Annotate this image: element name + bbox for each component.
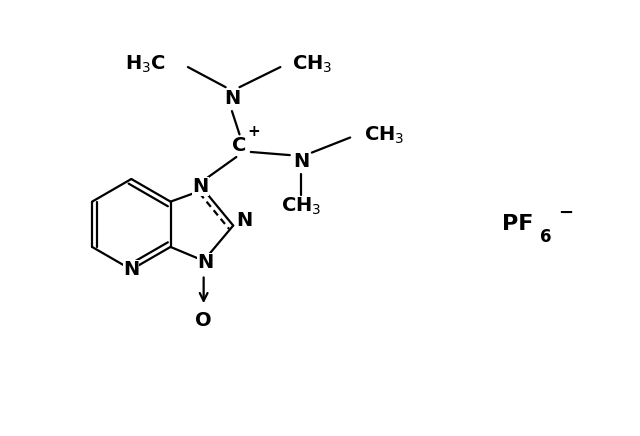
Text: O: O [195,311,212,330]
Text: N: N [196,252,213,272]
Text: 6: 6 [540,228,552,246]
Text: CH$_3$: CH$_3$ [364,124,404,146]
Text: N: N [293,152,309,171]
Text: N: N [224,89,240,108]
Text: C: C [232,136,246,155]
Text: PF: PF [502,214,534,234]
Text: CH$_3$: CH$_3$ [281,196,321,217]
Text: CH$_3$: CH$_3$ [292,53,332,75]
Text: H$_3$C: H$_3$C [125,53,166,75]
Text: N: N [123,260,140,279]
Text: +: + [247,124,260,140]
Text: N: N [236,211,253,230]
Text: −: − [557,204,573,222]
Text: N: N [193,177,209,196]
